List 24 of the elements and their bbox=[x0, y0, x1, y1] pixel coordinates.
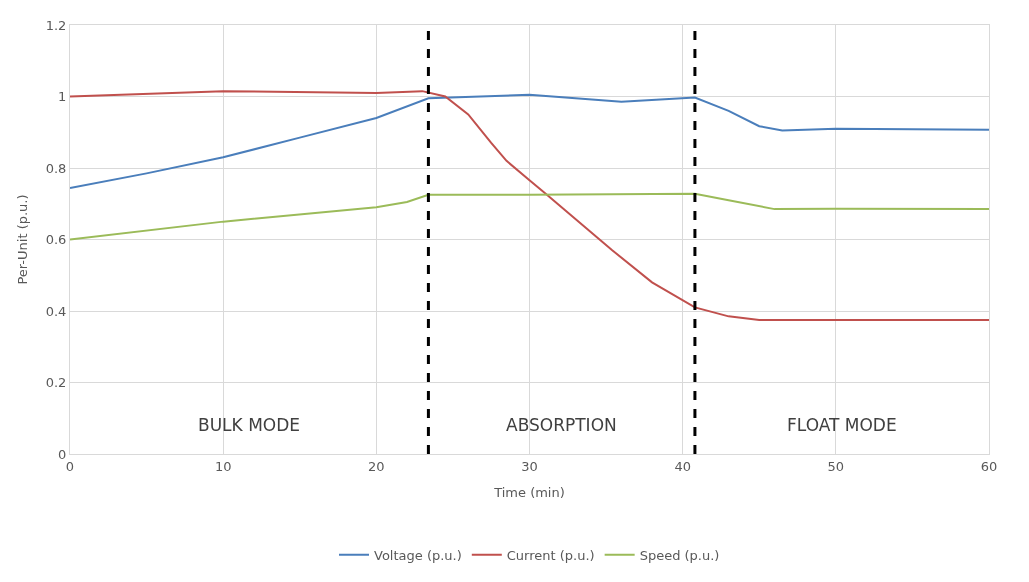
x-tick-label: 40 bbox=[674, 458, 691, 474]
line-series bbox=[70, 90, 989, 321]
x-axis-title: Time (min) bbox=[493, 485, 565, 501]
y-tick-label: 0 bbox=[58, 446, 67, 462]
x-tick-label: 30 bbox=[521, 458, 538, 474]
x-tick-label: 10 bbox=[214, 458, 232, 474]
x-tick-label: 60 bbox=[980, 458, 998, 474]
legend-label: Current (p.u.) bbox=[506, 547, 595, 563]
y-tick-label: 0.4 bbox=[45, 303, 67, 319]
line-series bbox=[70, 192, 989, 241]
annotation: BULK MODE bbox=[198, 415, 301, 435]
y-tick-label: 1 bbox=[58, 89, 67, 105]
legend-label: Speed (p.u.) bbox=[639, 547, 720, 563]
annotation: ABSORPTION bbox=[506, 415, 617, 435]
y-tick-label: 0.2 bbox=[45, 375, 67, 391]
legend-label: Voltage (p.u.) bbox=[374, 547, 462, 563]
y-tick-label: 0.6 bbox=[45, 232, 67, 248]
y-axis-title: Per-Unit (p.u.) bbox=[14, 194, 30, 285]
annotation: FLOAT MODE bbox=[787, 415, 897, 435]
x-tick-label: 50 bbox=[827, 458, 845, 474]
y-tick-label: 1.2 bbox=[45, 17, 67, 33]
line-series bbox=[70, 93, 989, 190]
x-tick-label: 20 bbox=[368, 458, 385, 474]
y-tick-label: 0.8 bbox=[45, 160, 67, 176]
